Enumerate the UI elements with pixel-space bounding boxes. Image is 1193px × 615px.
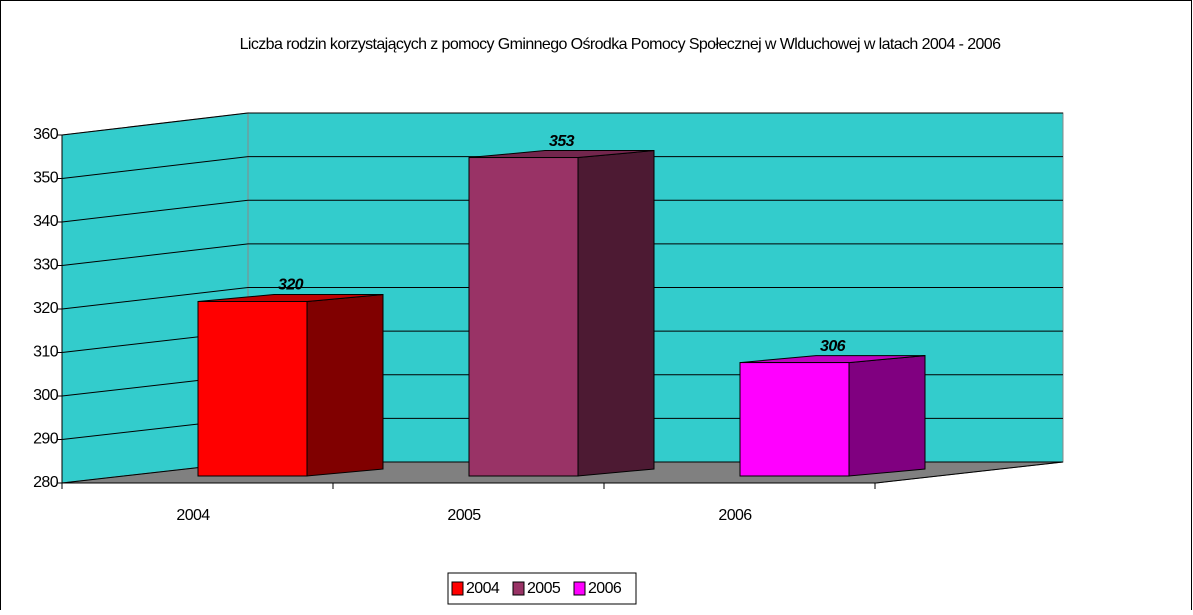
legend-label: 2005 <box>527 580 561 597</box>
legend-swatch <box>512 581 525 596</box>
bar <box>197 301 308 477</box>
grid-line <box>61 156 1063 179</box>
y-tick-label: 360 <box>33 126 59 143</box>
grid-line <box>61 199 1063 223</box>
data-label: 353 <box>549 133 575 150</box>
bar <box>468 157 579 477</box>
grid-line <box>61 243 1063 266</box>
x-tick-label: 2005 <box>447 507 481 524</box>
floor-edge <box>875 461 1064 484</box>
bar <box>739 362 850 477</box>
legend-label: 2006 <box>588 580 622 597</box>
legend-swatch <box>451 581 464 596</box>
legend-label: 2004 <box>466 580 500 597</box>
x-tick-label: 2004 <box>176 507 210 524</box>
y-tick-label: 300 <box>33 387 59 404</box>
legend-swatch <box>573 581 586 596</box>
y-tick-label: 290 <box>33 431 59 448</box>
bar-side <box>306 293 384 477</box>
chart-title: Liczba rodzin korzystających z pomocy Gm… <box>240 36 1001 53</box>
y-tick-label: 320 <box>33 300 59 317</box>
legend <box>447 572 637 605</box>
bar-side <box>577 149 655 477</box>
y-tick-label: 350 <box>33 170 59 187</box>
data-label: 306 <box>820 338 846 355</box>
grid-line <box>61 112 1063 136</box>
y-tick-label: 310 <box>33 344 59 361</box>
y-tick-label: 330 <box>33 257 59 274</box>
data-label: 320 <box>278 277 304 294</box>
y-tick-label: 280 <box>33 474 59 491</box>
x-tick-label: 2006 <box>718 507 752 524</box>
bar-side <box>848 355 926 477</box>
grid-line <box>61 287 1063 310</box>
y-tick-label: 340 <box>33 213 59 230</box>
